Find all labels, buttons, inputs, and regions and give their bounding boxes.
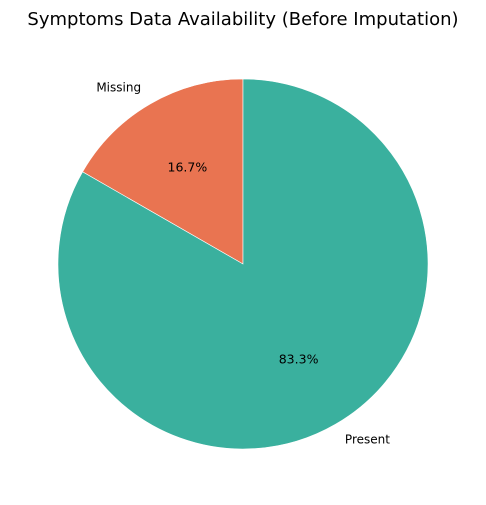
- percent-label-present: 83.3%: [279, 352, 319, 367]
- pie-labels: Missing 16.7% Present 83.3%: [96, 80, 390, 446]
- percent-label-missing: 16.7%: [168, 159, 208, 174]
- slice-label-present: Present: [345, 433, 390, 447]
- slice-missing: [82, 78, 244, 265]
- slice-present: [57, 78, 429, 450]
- pie-slices: [57, 78, 429, 450]
- slice-label-missing: Missing: [96, 80, 141, 94]
- chart-title: Symptoms Data Availability (Before Imput…: [27, 9, 458, 30]
